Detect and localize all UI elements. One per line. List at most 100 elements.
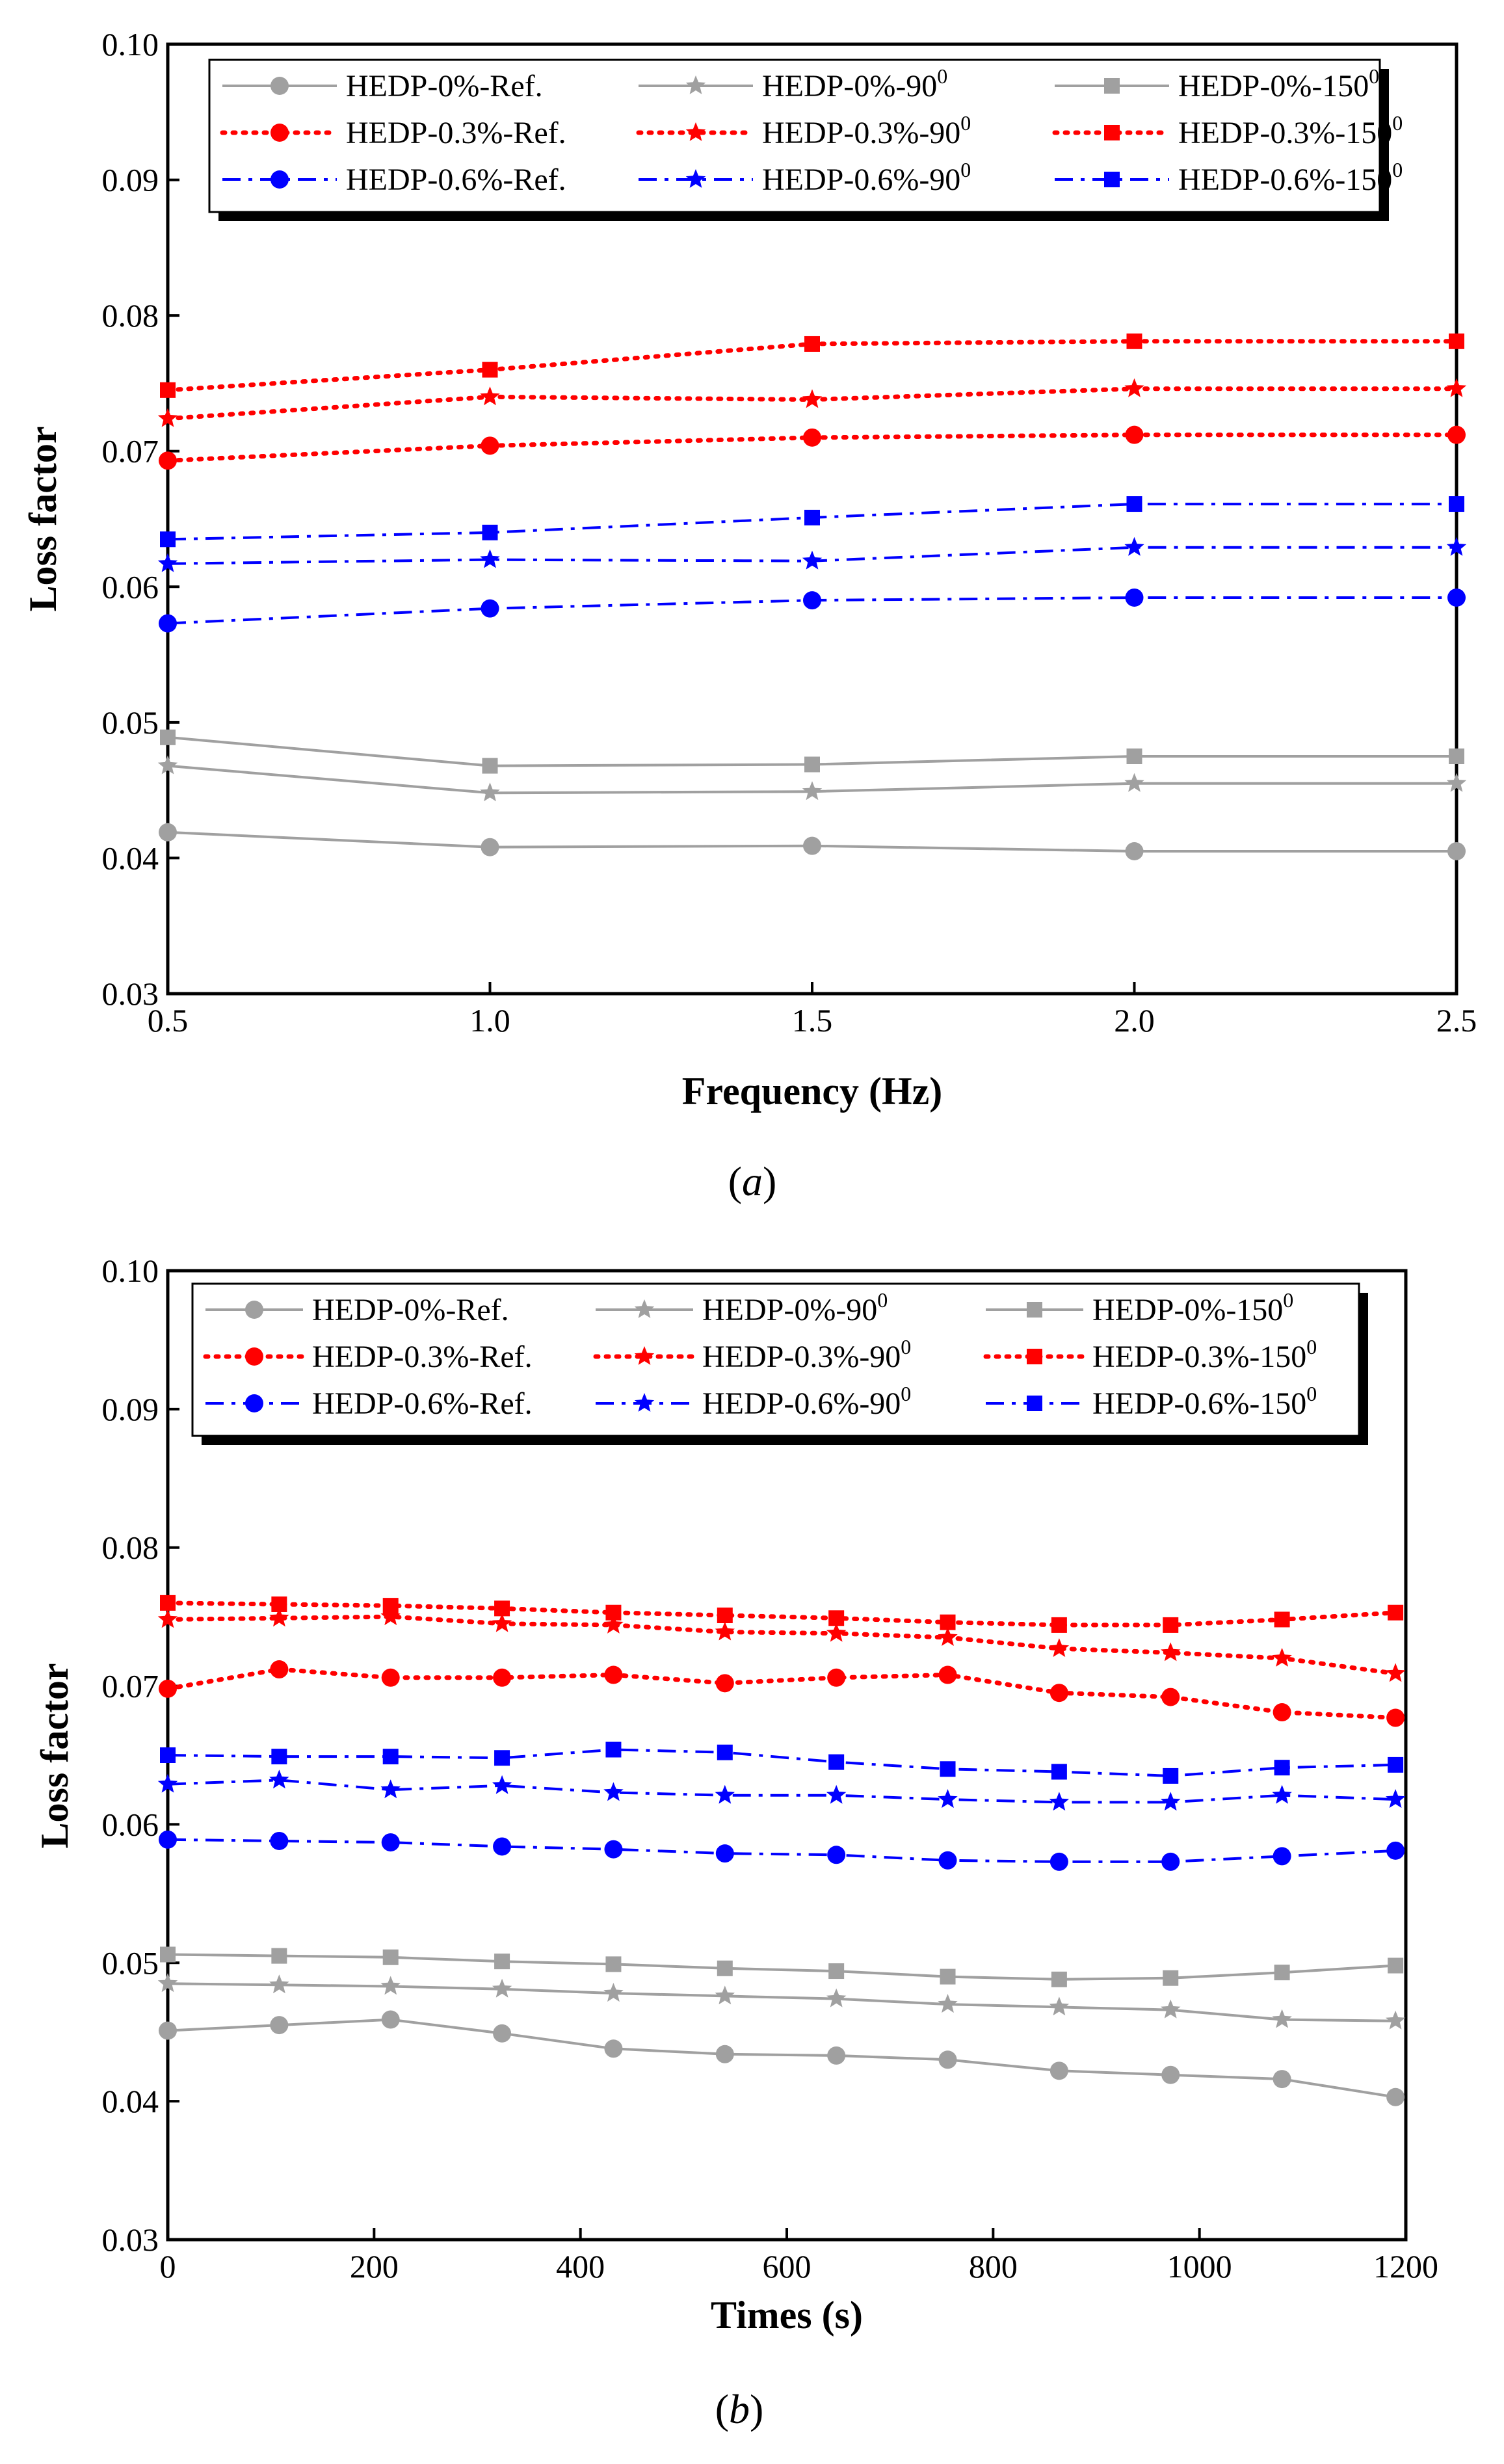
legend-item: HEDP-0%-Ref. (222, 69, 543, 103)
data-point (940, 1761, 956, 1777)
data-point (715, 1674, 734, 1693)
data-point (1124, 773, 1144, 792)
series-line (167, 1748, 1396, 1777)
data-point (1027, 1396, 1042, 1411)
data-point (938, 1665, 957, 1684)
data-point (157, 1773, 178, 1793)
legend-label: HEDP-0.6%-900 (702, 1382, 911, 1421)
data-point (160, 729, 176, 745)
data-point (804, 756, 820, 773)
data-point (828, 1963, 845, 1980)
data-point (804, 509, 820, 525)
y-tick-label: 0.08 (102, 297, 159, 334)
x-tick-label: 800 (969, 2248, 1018, 2285)
data-point (1446, 773, 1467, 792)
data-point (604, 1840, 623, 1859)
data-point (1447, 588, 1466, 607)
data-point (802, 389, 823, 408)
data-point (480, 386, 500, 406)
data-point (715, 2045, 734, 2063)
data-point (482, 758, 498, 774)
data-point (603, 1782, 624, 1801)
legend: HEDP-0%-Ref. HEDP-0%-900 HEDP-0%-1500 HEDP-… (208, 59, 1403, 221)
data-point (269, 1608, 289, 1627)
data-point (685, 75, 706, 94)
legend-item: HEDP-0.6%-900 (596, 1382, 911, 1421)
data-point (1124, 537, 1144, 556)
data-point (604, 2039, 623, 2058)
data-point (1385, 2010, 1406, 2030)
data-point (494, 1750, 510, 1766)
data-point (382, 1749, 399, 1765)
data-point (603, 1983, 624, 2002)
data-point (270, 2016, 289, 2035)
data-point (802, 781, 823, 801)
data-point (605, 1956, 622, 1972)
data-point (1126, 748, 1142, 764)
y-tick-label: 0.04 (102, 2083, 159, 2119)
data-point (604, 1665, 623, 1684)
data-point (492, 1775, 512, 1794)
data-point (245, 1394, 263, 1412)
panel-label: (b) (715, 2386, 764, 2432)
data-point (1161, 1642, 1181, 1662)
legend-label-superscript: 0 (901, 1335, 911, 1358)
series-line (165, 1614, 1398, 1676)
legend-label: HEDP-0.6%-Ref. (346, 163, 566, 197)
legend-label: HEDP-0.6%-1500 (1092, 1382, 1317, 1421)
data-point (1385, 1663, 1406, 1682)
data-point (1104, 78, 1120, 94)
data-point (685, 169, 706, 188)
data-point (270, 1831, 289, 1850)
data-point (160, 1946, 176, 1963)
legend-item: HEDP-0%-Ref. (205, 1293, 509, 1327)
x-axis-title: Times (s) (711, 2294, 863, 2337)
series-hedp-0-6-1500 (160, 1742, 1404, 1784)
data-point (828, 1754, 845, 1770)
data-point (938, 1627, 958, 1646)
data-point (1126, 333, 1142, 349)
series-line (165, 1600, 1398, 1628)
panel-a: 0.5 1.0 1.5 2.0 2.5 0.03 0.04 0.05 0.06 0.07 0.08 0… (21, 26, 1477, 1204)
y-tick-label: 0.07 (102, 433, 159, 470)
series-hedp-0-3-900 (157, 1606, 1406, 1682)
legend-item: HEDP-0%-900 (596, 1288, 888, 1327)
x-tick-label: 600 (763, 2248, 811, 2285)
data-point (1273, 2070, 1291, 2089)
x-tick-label: 0 (160, 2248, 176, 2285)
data-point (159, 614, 177, 633)
data-point (715, 1985, 735, 2005)
data-point (1272, 2009, 1292, 2028)
data-point (1049, 1996, 1070, 2016)
data-point (938, 1994, 958, 2013)
x-tick-label: 1000 (1167, 2248, 1232, 2285)
series-line (167, 1838, 1396, 1863)
panel-label-letter: b (729, 2386, 750, 2432)
data-point (270, 124, 289, 142)
series-hedp-0-3-900 (157, 378, 1467, 427)
x-tick-label: 2.0 (1114, 1002, 1155, 1039)
data-point (492, 1978, 512, 1998)
data-point (160, 1747, 176, 1763)
data-point (802, 550, 823, 570)
panel-label: (a) (728, 1158, 777, 1204)
data-point (271, 1596, 287, 1612)
data-point (1051, 1971, 1067, 1987)
data-point (1446, 537, 1467, 556)
legend: HEDP-0%-Ref. HEDP-0%-900 HEDP-0%-1500 HEDP-… (191, 1282, 1368, 1445)
legend-item: HEDP-0.3%-1500 (983, 1335, 1317, 1374)
data-point (1272, 1784, 1292, 1804)
data-point (1447, 842, 1466, 860)
data-point (382, 1598, 399, 1614)
data-point (1049, 1684, 1068, 1702)
legend-item: HEDP-0.6%-Ref. (222, 163, 566, 197)
data-point (940, 1614, 956, 1630)
data-point (605, 1604, 622, 1621)
legend-label-superscript: 0 (1283, 1288, 1293, 1312)
data-point (271, 1749, 287, 1765)
legend-label: HEDP-0.6%-Ref. (312, 1386, 533, 1421)
panel-b: 0 200 400 600 800 1000 1200 0.03 0.04 0.05 0.06 0.0… (33, 1252, 1438, 2432)
data-point (1104, 125, 1120, 140)
data-point (1049, 1852, 1068, 1871)
x-tick-label: 200 (350, 2248, 399, 2285)
